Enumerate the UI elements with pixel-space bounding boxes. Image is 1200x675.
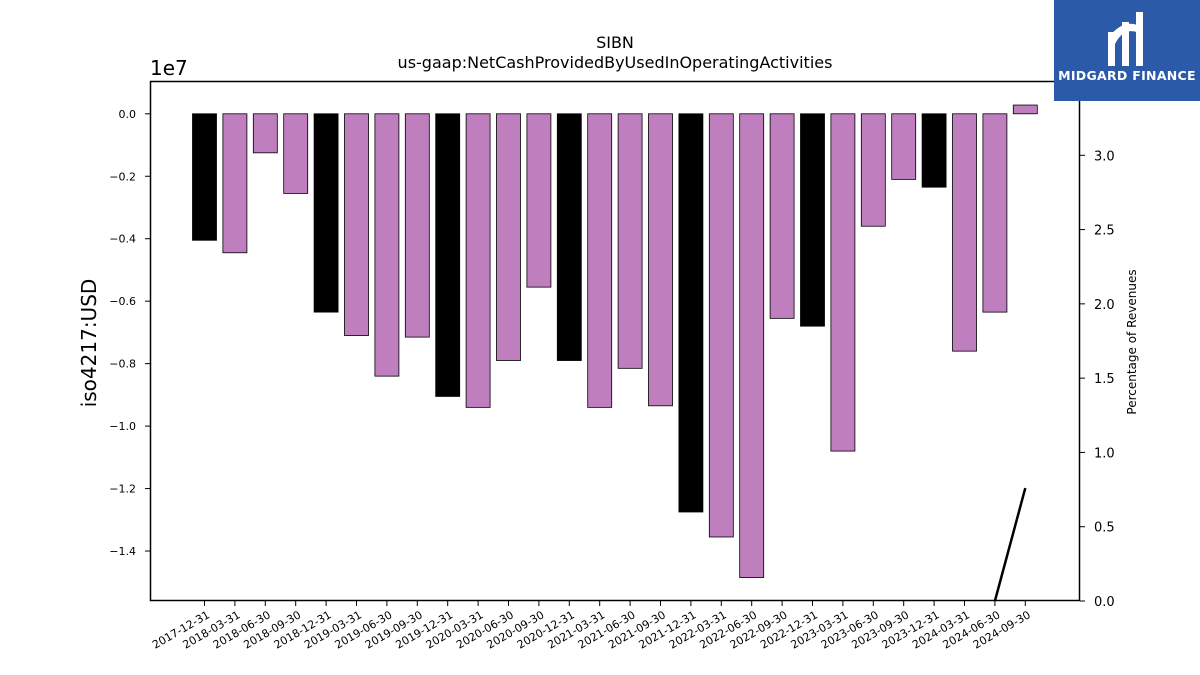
secondary-line — [993, 487, 1027, 602]
bar — [617, 113, 643, 369]
y2-tick-label: 1.5 — [1094, 372, 1115, 387]
bar — [891, 113, 917, 180]
y2-tick-label: 3.0 — [1094, 149, 1115, 164]
bar — [648, 113, 673, 407]
bar — [404, 113, 430, 338]
y2-axis-label: Percentage of Revenues — [1125, 269, 1139, 414]
bar — [708, 113, 734, 538]
bar — [860, 113, 886, 227]
y-axis: 0.0 −0.2 −0.4 −0.6 −0.8 −1.0 −1.2 −1.4 — [109, 108, 150, 558]
y2-tick-label: 2.5 — [1094, 224, 1115, 239]
y2-tick-label: 1.0 — [1094, 446, 1115, 461]
y-axis-label: iso4217:USD — [77, 279, 101, 408]
bar — [252, 113, 278, 154]
bar — [222, 113, 248, 254]
y-tick-label: −0.6 — [109, 295, 136, 308]
bar — [1012, 104, 1038, 115]
y-tick-label: −0.4 — [109, 233, 136, 246]
bar — [313, 113, 339, 313]
y2-tick-label: 0.0 — [1094, 595, 1115, 610]
bar — [526, 113, 552, 288]
chart-title: SIBN — [596, 33, 634, 52]
bar — [344, 113, 369, 336]
logo: MIDGARD FINANCE — [1054, 0, 1200, 101]
chart-subtitle: us-gaap:NetCashProvidedByUsedInOperating… — [398, 53, 833, 72]
y2-axis: 0.00.51.01.52.02.53.03.5 — [1080, 75, 1115, 610]
bar — [435, 113, 461, 397]
bar — [952, 113, 977, 352]
y-tick-label: −0.2 — [109, 170, 136, 183]
bar — [769, 113, 795, 319]
bar — [587, 113, 613, 408]
y2-tick-label: 0.5 — [1094, 521, 1115, 536]
bar — [982, 113, 1008, 313]
bar — [496, 113, 521, 361]
plot-frame — [149, 80, 1081, 602]
bars-group — [192, 104, 1038, 578]
secondary-line-group — [993, 487, 1027, 602]
bar — [556, 113, 582, 361]
bar — [374, 113, 400, 377]
bar — [830, 113, 856, 452]
y-offset-text: 1e7 — [150, 56, 188, 80]
bar — [283, 113, 309, 194]
bar — [739, 113, 765, 578]
bar — [678, 113, 704, 513]
bar — [800, 113, 825, 327]
y-tick-label: −1.2 — [109, 483, 136, 496]
y-tick-label: −1.0 — [109, 420, 136, 433]
bar — [465, 113, 491, 408]
y2-tick-label: 2.0 — [1094, 298, 1115, 313]
logo-icon — [1108, 12, 1143, 66]
logo-text: MIDGARD FINANCE — [1058, 68, 1196, 83]
x-axis: 2017-12-312018-03-312018-06-302018-09-30… — [150, 601, 1033, 652]
y-tick-label: −0.8 — [109, 358, 136, 371]
y-tick-label: 0.0 — [119, 108, 137, 121]
bar — [921, 113, 947, 188]
y-tick-label: −1.4 — [109, 545, 136, 558]
bar — [192, 113, 217, 241]
